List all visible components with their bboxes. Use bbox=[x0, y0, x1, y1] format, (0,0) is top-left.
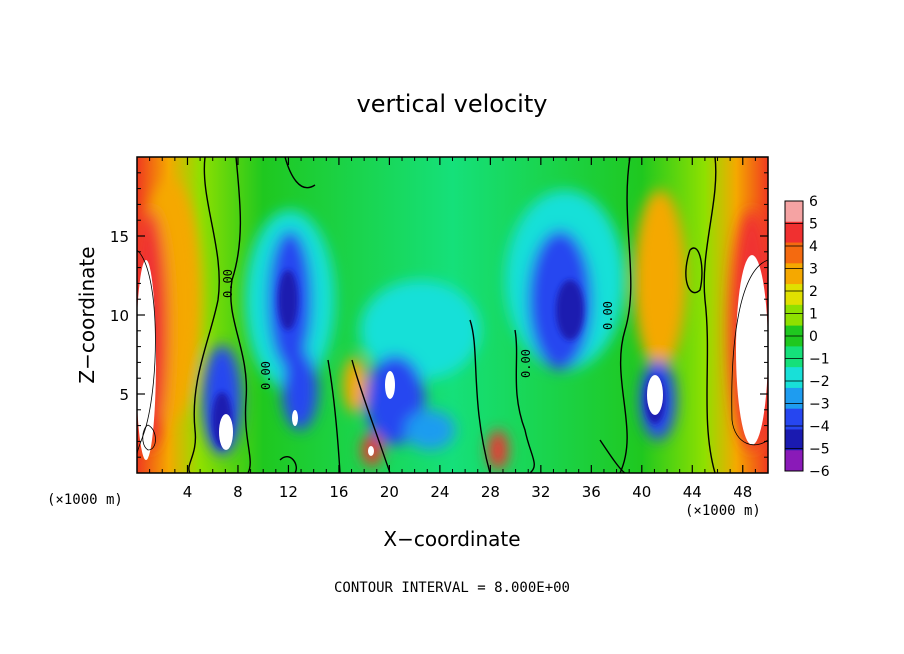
colorbar-swatch bbox=[785, 346, 803, 368]
y-tick-label: 10 bbox=[110, 307, 129, 325]
core-white-5 bbox=[368, 446, 374, 456]
mid-cyan bbox=[360, 280, 480, 380]
colorbar-swatch bbox=[785, 201, 803, 223]
x-tick-label: 36 bbox=[582, 483, 601, 501]
chart-title: vertical velocity bbox=[357, 90, 548, 118]
updraft-2 bbox=[343, 357, 367, 413]
colorbar-swatch bbox=[785, 263, 803, 285]
colorbar-label: −3 bbox=[809, 397, 830, 413]
colorbar-label: 3 bbox=[809, 262, 818, 278]
x-tick-label: 44 bbox=[683, 483, 702, 501]
colorbar: 6 5 4 3 2 1 0 −1 −2 −3 −4 −5 −6 bbox=[784, 194, 830, 480]
downdraft-6a bbox=[405, 410, 455, 450]
downdraft-2b bbox=[282, 350, 318, 430]
x-unit-label-left: (×1000 m) bbox=[47, 492, 123, 508]
colorbar-swatch bbox=[785, 450, 803, 472]
y-tick-label: 5 bbox=[119, 386, 129, 404]
x-tick-label: 32 bbox=[531, 483, 550, 501]
downdraft-2-core bbox=[278, 270, 298, 330]
colorbar-label: 5 bbox=[809, 217, 818, 233]
colorbar-swatch bbox=[785, 284, 803, 306]
contour-label: 0.00 bbox=[519, 349, 533, 378]
colorbar-swatch bbox=[785, 242, 803, 264]
colorbar-label: 1 bbox=[809, 307, 818, 323]
colorbar-label: −6 bbox=[809, 464, 830, 480]
x-tick-label: 40 bbox=[632, 483, 651, 501]
contour-label: 0.00 bbox=[221, 269, 235, 298]
colorbar-swatch bbox=[785, 387, 803, 410]
y-tick-label: 15 bbox=[110, 228, 129, 246]
white-contours bbox=[137, 249, 768, 456]
x-tick-label: 8 bbox=[233, 483, 243, 501]
colorbar-label: 0 bbox=[809, 329, 818, 345]
right-warm-column bbox=[634, 190, 686, 370]
colorbar-label: −2 bbox=[809, 374, 830, 390]
colorbar-label: −5 bbox=[809, 442, 830, 458]
colorbar-swatch bbox=[785, 429, 803, 451]
x-unit-label-right: (×1000 m) bbox=[685, 503, 761, 519]
colorbar-swatch bbox=[785, 221, 803, 244]
core-white-4 bbox=[292, 410, 298, 426]
core-white-1 bbox=[219, 414, 233, 450]
x-tick-label: 28 bbox=[481, 483, 500, 501]
contour-interval-footer: CONTOUR INTERVAL = 8.000E+00 bbox=[334, 580, 570, 596]
x-axis-label: X−coordinate bbox=[383, 527, 520, 551]
x-tick-label: 20 bbox=[380, 483, 399, 501]
updraft-3 bbox=[488, 430, 508, 470]
y-axis-label: Z−coordinate bbox=[75, 246, 99, 383]
colorbar-swatch bbox=[785, 367, 803, 389]
contour-labels: 0.00 0.00 0.00 0.00 bbox=[221, 269, 615, 390]
x-axis-ticks: 4 8 12 16 20 24 28 32 36 40 44 48 bbox=[149, 157, 756, 501]
x-tick-label: 4 bbox=[183, 483, 193, 501]
contour-label: 0.00 bbox=[259, 361, 273, 390]
y-axis-ticks: 5 10 15 bbox=[110, 172, 768, 458]
left-edge-white bbox=[137, 260, 156, 460]
colorbar-label: −4 bbox=[809, 419, 830, 435]
colorbar-label: 2 bbox=[809, 284, 818, 300]
plot-area bbox=[137, 157, 768, 473]
contour-label: 0.00 bbox=[601, 301, 615, 330]
colorbar-label: 4 bbox=[809, 239, 818, 255]
core-white-2 bbox=[385, 371, 395, 399]
x-tick-label: 12 bbox=[279, 483, 298, 501]
core-white-3 bbox=[647, 375, 663, 415]
colorbar-label: −1 bbox=[809, 352, 830, 368]
x-tick-label: 48 bbox=[733, 483, 752, 501]
x-tick-label: 16 bbox=[329, 483, 348, 501]
right-edge-white bbox=[736, 255, 768, 445]
downdraft-4-core bbox=[556, 280, 584, 340]
x-tick-label: 24 bbox=[430, 483, 449, 501]
colorbar-swatch bbox=[785, 304, 803, 327]
zero-contours bbox=[188, 157, 717, 473]
colorbar-label: 6 bbox=[809, 194, 818, 210]
colorbar-swatch bbox=[785, 408, 803, 430]
